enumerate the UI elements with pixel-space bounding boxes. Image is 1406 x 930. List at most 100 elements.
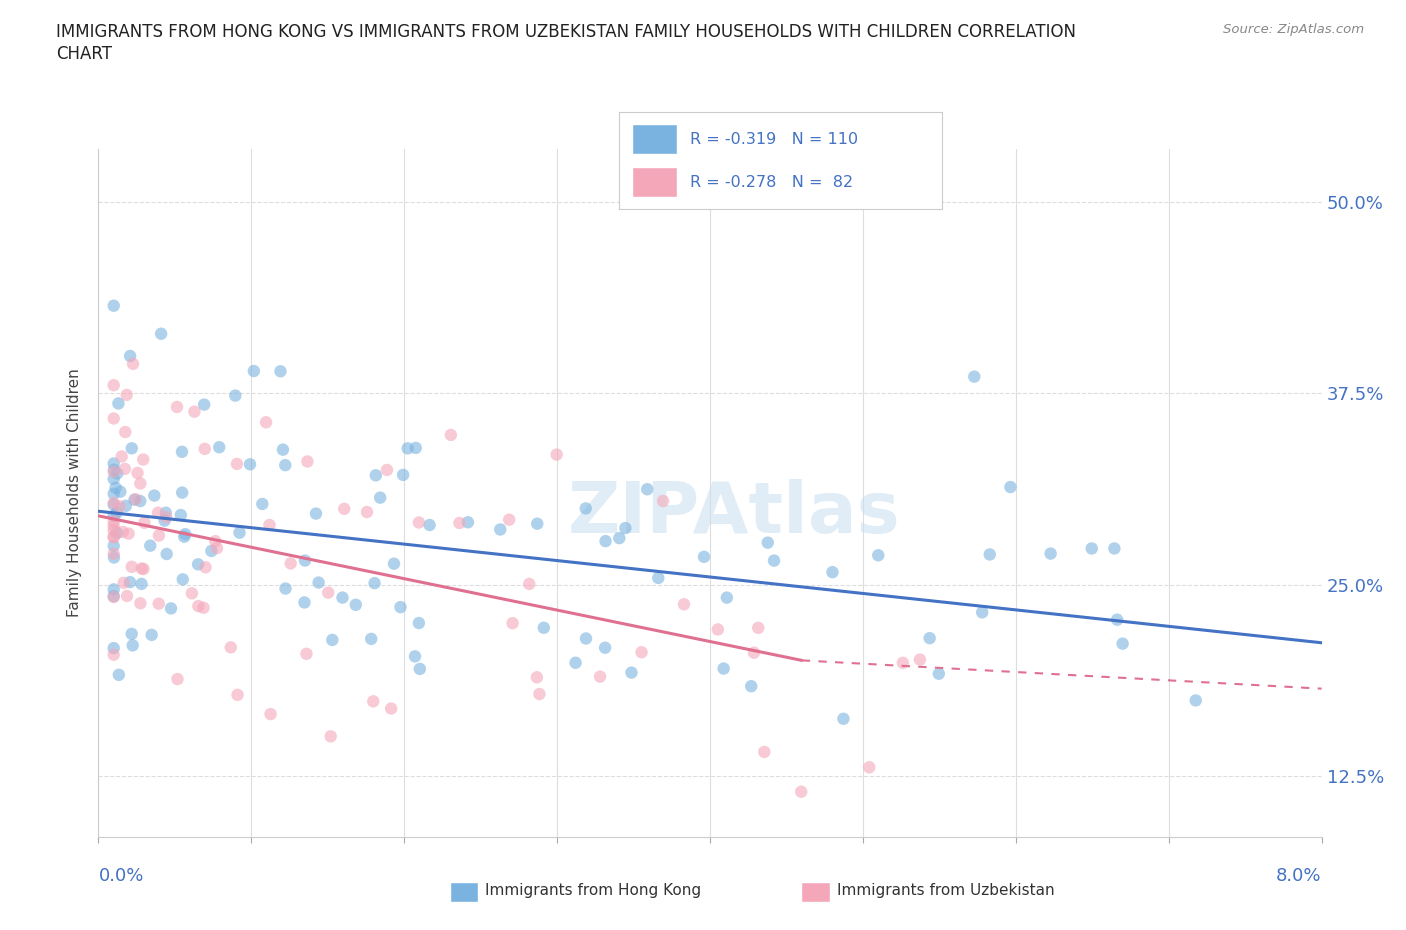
Point	[918, 631, 941, 645]
Point	[105, 525, 128, 540]
Point	[103, 582, 125, 597]
Point	[589, 670, 612, 684]
Point	[243, 364, 266, 379]
Point	[713, 661, 735, 676]
Point	[821, 565, 844, 579]
Point	[449, 515, 471, 530]
Point	[963, 369, 986, 384]
Point	[382, 556, 405, 571]
Point	[928, 666, 950, 681]
Point	[344, 597, 367, 612]
Point	[204, 534, 226, 549]
Point	[368, 490, 391, 505]
Point	[754, 745, 776, 760]
Point	[375, 462, 398, 477]
Point	[120, 349, 142, 364]
Text: IMMIGRANTS FROM HONG KONG VS IMMIGRANTS FROM UZBEKISTAN FAMILY HOUSEHOLDS WITH C: IMMIGRANTS FROM HONG KONG VS IMMIGRANTS …	[56, 23, 1076, 41]
Point	[103, 514, 125, 529]
Point	[419, 518, 441, 533]
Text: 8.0%: 8.0%	[1277, 867, 1322, 884]
Point	[498, 512, 520, 527]
Point	[103, 590, 125, 604]
Point	[1039, 546, 1062, 561]
Point	[254, 415, 277, 430]
Point	[533, 620, 555, 635]
Point	[392, 468, 415, 483]
Point	[1104, 541, 1126, 556]
Point	[593, 640, 616, 655]
Point	[108, 668, 131, 683]
Point	[112, 576, 135, 591]
Point	[868, 548, 890, 563]
Point	[105, 505, 128, 520]
Point	[226, 687, 249, 702]
Point	[174, 526, 197, 541]
Point	[170, 508, 193, 523]
Point	[148, 596, 170, 611]
Point	[252, 497, 274, 512]
Point	[104, 480, 127, 495]
Point	[124, 492, 146, 507]
Point	[517, 577, 540, 591]
Point	[187, 557, 209, 572]
Point	[103, 589, 125, 604]
Point	[546, 447, 568, 462]
Point	[858, 760, 880, 775]
Point	[103, 529, 125, 544]
Point	[110, 485, 132, 499]
Point	[132, 562, 155, 577]
Point	[271, 442, 294, 457]
Point	[103, 456, 125, 471]
Point	[707, 622, 730, 637]
Point	[150, 326, 173, 341]
Point	[121, 441, 143, 456]
Point	[228, 525, 250, 540]
Point	[360, 631, 382, 646]
Point	[647, 570, 669, 585]
Point	[103, 641, 125, 656]
Point	[155, 510, 177, 525]
Point	[153, 513, 176, 528]
Point	[294, 595, 316, 610]
Point	[274, 458, 297, 472]
Point	[364, 468, 387, 483]
Point	[440, 428, 463, 443]
Y-axis label: Family Households with Children: Family Households with Children	[67, 368, 83, 618]
Point	[274, 581, 297, 596]
Point	[103, 464, 125, 479]
Point	[259, 518, 281, 533]
Point	[1184, 693, 1206, 708]
Point	[630, 644, 652, 659]
Point	[526, 670, 548, 684]
Point	[115, 498, 138, 513]
Point	[115, 388, 138, 403]
Point	[146, 505, 169, 520]
Point	[763, 553, 786, 568]
Point	[173, 529, 195, 544]
Point	[361, 694, 384, 709]
Text: ZIPAtlas: ZIPAtlas	[568, 479, 901, 548]
Point	[115, 589, 138, 604]
Point	[166, 400, 188, 415]
Point	[103, 547, 125, 562]
Point	[1111, 636, 1133, 651]
Point	[790, 784, 813, 799]
Point	[321, 632, 343, 647]
Point	[200, 543, 222, 558]
Point	[356, 505, 378, 520]
Point	[107, 396, 129, 411]
Point	[294, 553, 316, 568]
Point	[575, 631, 598, 646]
Point	[672, 597, 695, 612]
Point	[295, 646, 318, 661]
Point	[121, 627, 143, 642]
Point	[891, 656, 914, 671]
Bar	[631, 125, 676, 153]
Point	[103, 472, 125, 486]
Point	[308, 575, 330, 590]
Point	[143, 488, 166, 503]
Point	[979, 547, 1001, 562]
Point	[219, 640, 242, 655]
Point	[103, 519, 125, 534]
Point	[529, 686, 551, 701]
